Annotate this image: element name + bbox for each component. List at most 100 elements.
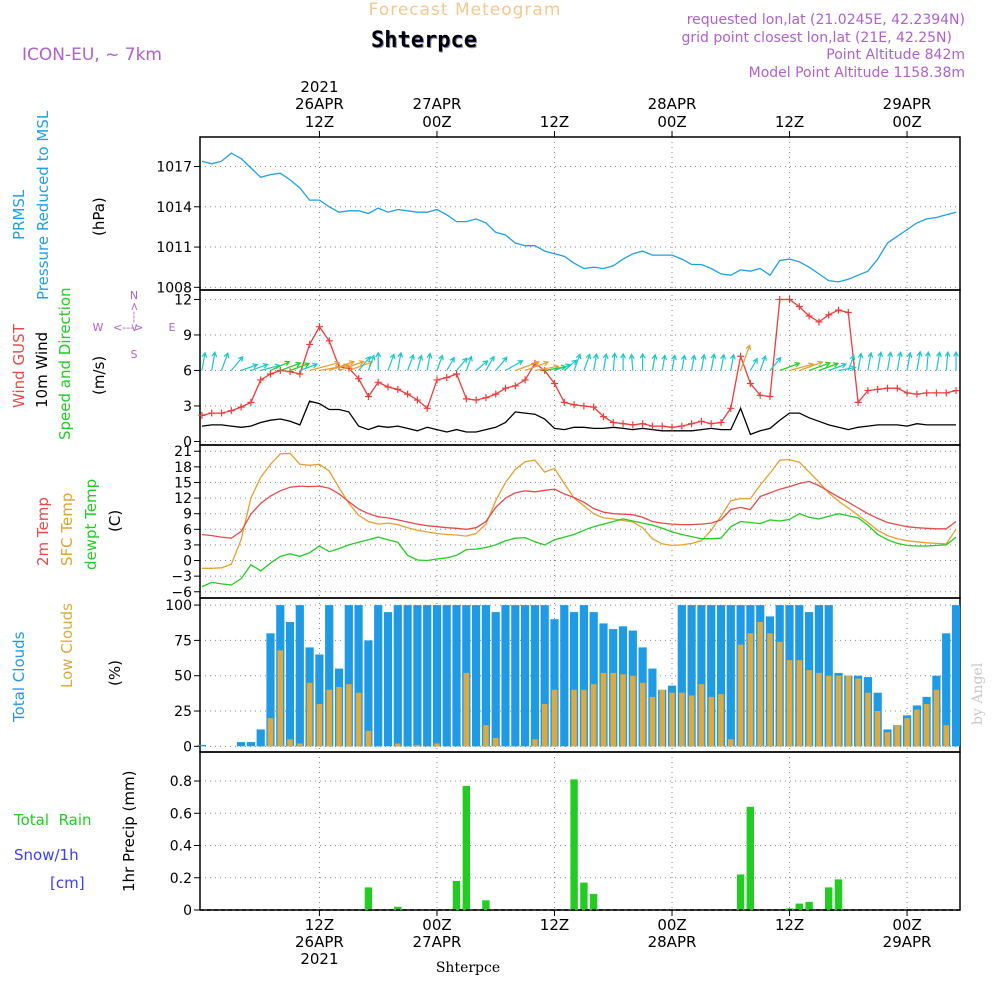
y-tick-label: 0.8 — [170, 774, 192, 790]
total-clouds-label: Total Clouds — [10, 631, 28, 723]
wind-arrow — [573, 353, 582, 371]
wind-arrow — [611, 352, 618, 371]
bottom-hour-label: 00Z — [422, 916, 451, 934]
wind-arrow — [759, 354, 767, 371]
rain-bar — [580, 882, 588, 910]
wind-arrow — [358, 355, 371, 371]
gust-point — [433, 376, 441, 384]
wind-labels: Wind GUST 10m Wind Speed and Direction (… — [10, 287, 176, 440]
wind-arrow — [886, 351, 893, 371]
low-cloud-bar — [874, 711, 881, 747]
gust-point — [286, 368, 294, 376]
bottom-date-label: 26APR — [295, 933, 344, 951]
compass-s: S — [131, 348, 138, 361]
wind-arrow — [729, 353, 736, 371]
y-tick-label: 9 — [183, 328, 192, 344]
total-cloud-bar — [295, 605, 304, 747]
compass-ns-line: <---> — [128, 302, 141, 332]
total-cloud-bar — [942, 633, 951, 747]
gust-point — [776, 295, 784, 303]
gust-point — [237, 403, 245, 411]
gust-point — [609, 419, 617, 427]
wind-speed-line — [201, 400, 956, 436]
low-cloud-bar — [600, 672, 607, 747]
wind-arrow — [515, 360, 540, 372]
total-cloud-bar — [432, 605, 442, 747]
gust-point — [599, 413, 607, 421]
gust-point — [903, 389, 911, 397]
wind-arrow — [495, 356, 508, 371]
gust-point — [453, 370, 461, 378]
low-cloud-bar — [855, 678, 861, 747]
rain-bar — [825, 887, 833, 910]
bottom-hour-label: 00Z — [657, 916, 686, 934]
low-cloud-bar — [796, 660, 803, 747]
total-cloud-bar — [285, 622, 295, 747]
gust-point — [717, 419, 725, 427]
gust-point — [678, 422, 686, 430]
rain-bar — [452, 881, 461, 910]
total-cloud-bar — [560, 605, 569, 747]
total-cloud-bar — [726, 605, 735, 747]
station-name: Shterpce — [371, 28, 477, 53]
y-tick-label: 100 — [165, 598, 192, 614]
y-tick-label: −3 — [171, 569, 192, 585]
total-cloud-bar — [677, 605, 686, 747]
y-tick-label: 0 — [183, 903, 192, 919]
precip-labels: Total Rain Snow/1h [cm] 1hr Precip (mm) — [13, 771, 138, 892]
wind-arrow — [602, 352, 609, 371]
wind-arrow — [230, 355, 244, 371]
total-cloud-bar — [403, 605, 412, 747]
gust-point — [384, 383, 392, 391]
cloud-labels: Total Clouds Low Clouds (%) — [10, 603, 124, 723]
gust-point — [648, 422, 656, 430]
low-cloud-bar — [346, 684, 352, 747]
y-tick-label: 0 — [183, 739, 192, 755]
y-tick-label: 0.4 — [170, 839, 192, 855]
total-cloud-bar — [951, 605, 961, 747]
y-tick-label: 1017 — [156, 160, 192, 176]
wind-arrow — [416, 354, 424, 371]
wind-arrow — [299, 362, 319, 372]
total-cloud-bar — [246, 742, 255, 747]
y-tick-label: 0.2 — [170, 871, 192, 887]
gust-label: Wind GUST — [10, 323, 28, 408]
top-hour-label: 12Z — [305, 113, 334, 131]
low-cloud-bar — [747, 633, 754, 747]
wind-arrow — [906, 351, 913, 371]
wind-arrow — [671, 354, 677, 371]
total-cloud-bar — [481, 605, 490, 747]
gust-point — [296, 370, 304, 378]
rain-bar — [746, 806, 754, 910]
low-cloud-bar — [649, 696, 656, 747]
wind-arrow — [270, 360, 291, 372]
low-cloud-bar — [610, 672, 616, 747]
panel-frame — [199, 444, 961, 599]
gust-point — [756, 391, 764, 399]
gust-point — [443, 374, 451, 382]
low-cloud-bar — [620, 674, 626, 747]
wind-arrow — [436, 354, 444, 371]
low-cloud-bar — [277, 650, 283, 747]
top-hour-label: 00Z — [892, 113, 921, 131]
wind-arrow — [651, 353, 658, 371]
panel-frame — [199, 751, 961, 911]
top-hour-label: 00Z — [657, 113, 686, 131]
gust-point — [374, 378, 382, 386]
wind-arrow — [328, 360, 356, 372]
low-cloud-bar — [708, 696, 714, 747]
low-cloud-bar — [923, 704, 930, 747]
total-cloud-bar — [550, 619, 559, 747]
gust-point — [306, 340, 314, 348]
total-cloud-bar — [442, 605, 451, 747]
top-date-label: 29APR — [883, 95, 932, 113]
wind-arrow — [740, 344, 752, 371]
total-cloud-bar — [589, 612, 598, 747]
wind-arrow — [944, 350, 951, 371]
gust-point — [413, 396, 421, 404]
low-cloud-bar — [581, 689, 587, 747]
low-cloud-bar — [688, 695, 695, 747]
y-tick-label: 0.6 — [170, 806, 192, 822]
top-date-label: 28APR — [648, 95, 697, 113]
